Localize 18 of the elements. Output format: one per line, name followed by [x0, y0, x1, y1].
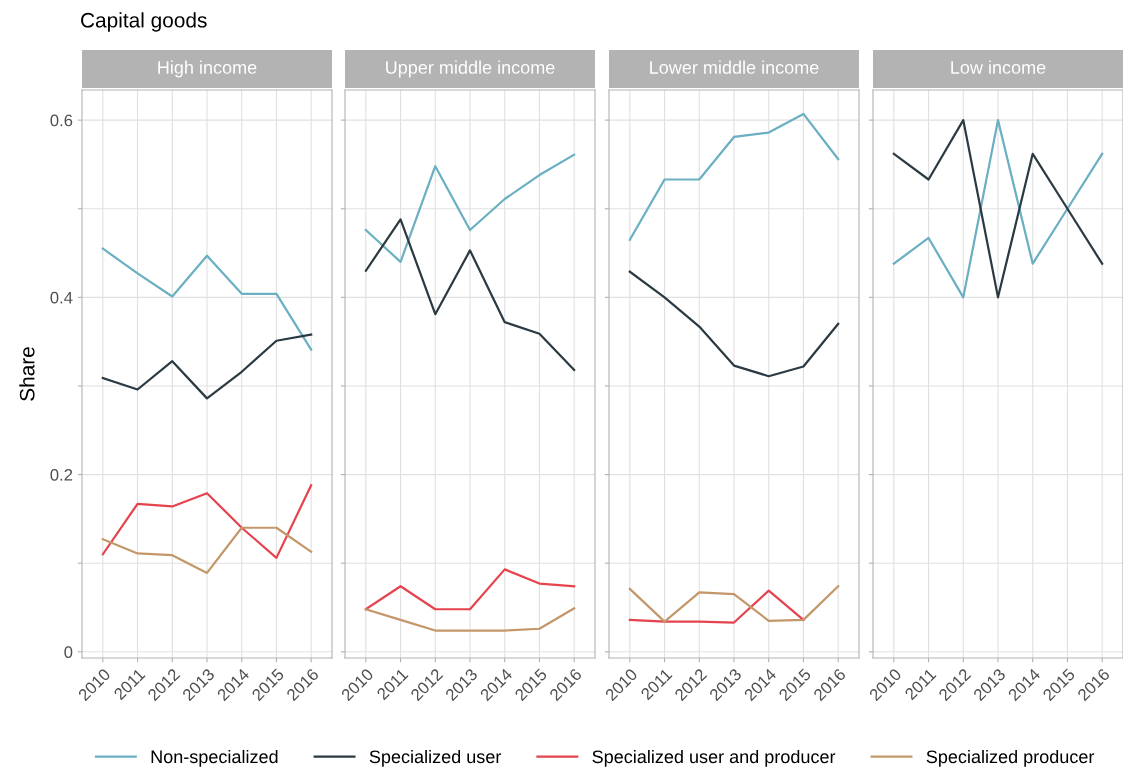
y-tick-label: 0: [64, 646, 73, 658]
chart-title: Low income: [951, 60, 1046, 74]
text: Capital goods: [81, 12, 207, 32]
y-axis-title: Share: [19, 347, 35, 401]
y-tick-label: 0.4: [50, 291, 73, 304]
chart-title: Lower middle income: [650, 60, 819, 74]
legend-label: Specialized producer: [926, 749, 1095, 767]
line-series: [101, 333, 313, 400]
chart-title: High income: [158, 60, 257, 78]
legend-label: Specialized user and producer: [592, 749, 836, 767]
y-tick-label: 0.6: [50, 114, 73, 127]
chart-title: Upper middle income: [386, 60, 555, 78]
legend-label: Non-specialized: [151, 749, 278, 767]
line-series: [101, 526, 313, 575]
line-series: [101, 247, 313, 351]
legend-label: Specialized user: [369, 749, 502, 767]
y-tick-label: 0.2: [50, 468, 73, 481]
line-series: [101, 484, 313, 559]
